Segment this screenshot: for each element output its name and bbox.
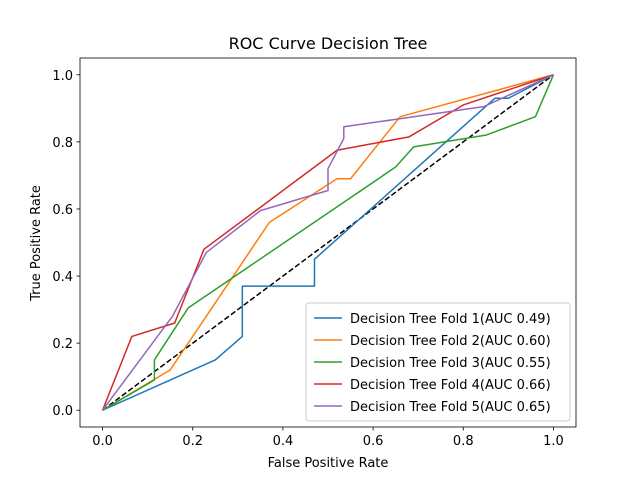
y-axis-ticks: 0.0 0.2 0.4 0.6 0.8 1.0 <box>52 69 80 419</box>
x-tick-label: 0.8 <box>453 434 474 449</box>
series-line-fold-2 <box>102 74 554 411</box>
x-tick-label: 0.6 <box>363 434 384 449</box>
x-tick-label: 1.0 <box>543 434 564 449</box>
legend: Decision Tree Fold 1(AUC 0.49) Decision T… <box>305 302 571 422</box>
y-tick-label: 0.6 <box>52 203 73 218</box>
x-tick-label: 0.4 <box>273 434 294 449</box>
legend-label-fold-4: Decision Tree Fold 4(AUC 0.66) <box>350 378 551 393</box>
y-tick-label: 0.0 <box>52 404 73 419</box>
series-line-fold-5 <box>101 74 554 411</box>
series-line-fold-3 <box>102 74 555 411</box>
legend-label-fold-5: Decision Tree Fold 5(AUC 0.65) <box>350 400 551 415</box>
legend-box <box>305 302 571 422</box>
legend-label-fold-2: Decision Tree Fold 2(AUC 0.60) <box>350 334 551 349</box>
x-axis-ticks: 0.0 0.2 0.4 0.6 0.8 1.0 <box>92 427 564 449</box>
chart-title: ROC Curve Decision Tree <box>229 34 428 53</box>
series-line-fold-1 <box>102 74 554 411</box>
x-tick-label: 0.0 <box>92 434 113 449</box>
x-tick-label: 0.2 <box>182 434 203 449</box>
x-axis-label: False Positive Rate <box>268 456 389 471</box>
y-tick-label: 0.4 <box>52 270 73 285</box>
legend-label-fold-1: Decision Tree Fold 1(AUC 0.49) <box>350 312 551 327</box>
legend-label-fold-3: Decision Tree Fold 3(AUC 0.55) <box>350 356 551 371</box>
y-tick-label: 0.8 <box>52 136 73 151</box>
diagonal-line <box>102 74 554 411</box>
plot-area <box>79 57 577 428</box>
y-tick-label: 0.2 <box>52 337 73 352</box>
y-tick-label: 1.0 <box>52 69 73 84</box>
axes-frame <box>79 57 577 428</box>
y-axis-label: True Positive Rate <box>29 185 44 302</box>
